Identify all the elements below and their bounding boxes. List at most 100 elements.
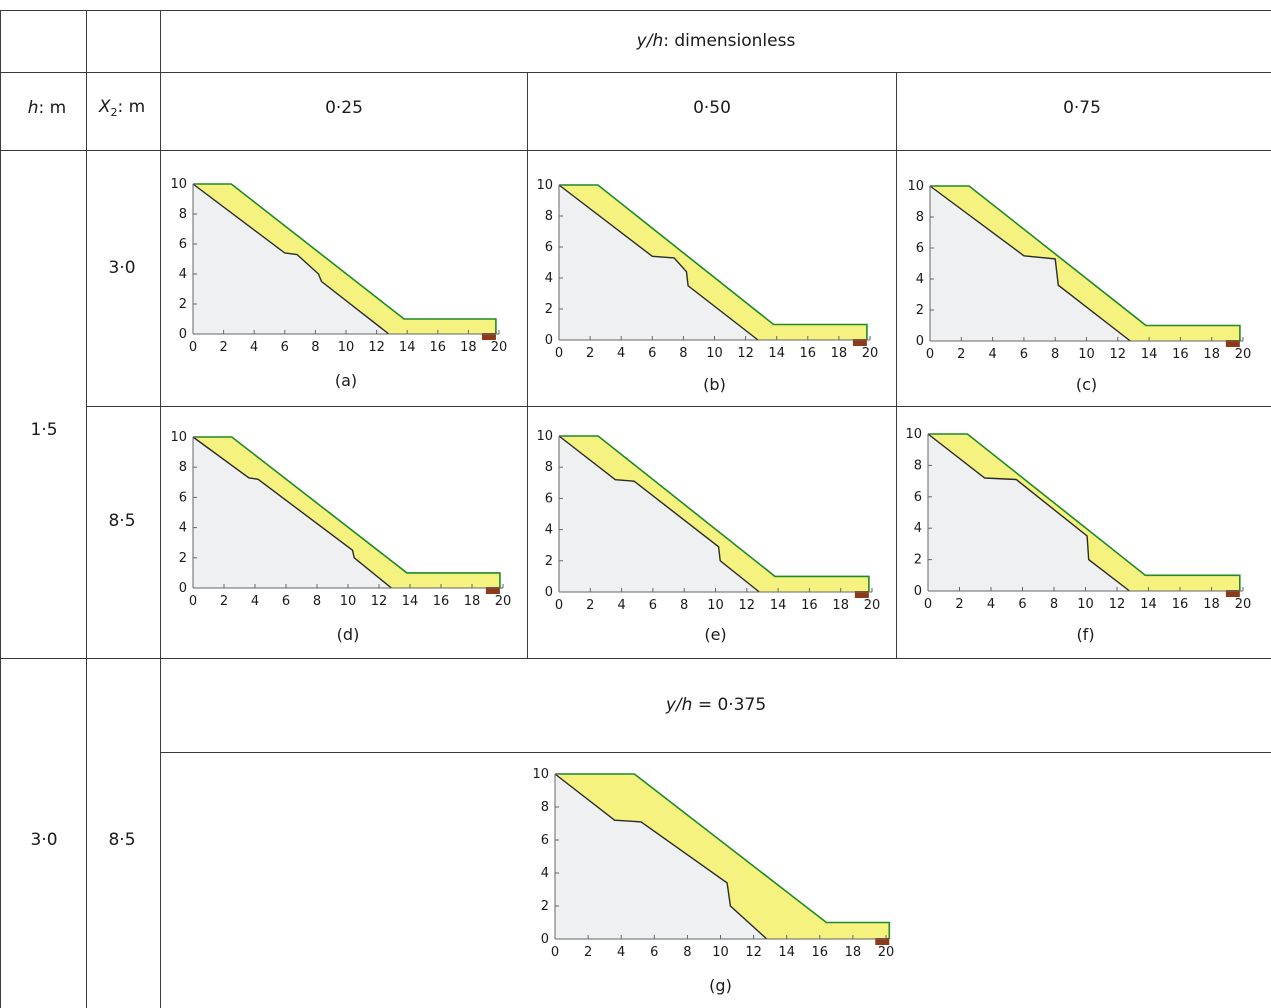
special-ratio-var: y/h <box>665 695 693 715</box>
header-divider <box>0 72 1271 73</box>
ratio-header: y/h: dimensionless <box>637 31 796 51</box>
h-header: h: m <box>28 98 66 118</box>
y-tick-label: 4 <box>916 272 924 287</box>
y-tick-label: 4 <box>179 521 187 536</box>
y-tick-label: 10 <box>532 767 549 782</box>
y-tick-label: 0 <box>545 585 553 600</box>
y-tick-label: 10 <box>907 179 924 194</box>
top-border <box>0 10 1271 11</box>
slope-body <box>930 186 1243 341</box>
y-tick-label: 6 <box>545 240 553 255</box>
y-tick-label: 6 <box>179 490 187 505</box>
y-tick-label: 0 <box>545 333 553 348</box>
x-tick-label: 18 <box>832 598 849 613</box>
final-surface-line <box>928 433 1241 591</box>
y-tick-label: 10 <box>170 430 187 445</box>
y-tick-label: 4 <box>545 523 553 538</box>
x-tick-label: 10 <box>706 346 723 361</box>
y-tick-label: 6 <box>179 237 187 252</box>
x-tick-label: 18 <box>464 594 481 609</box>
final-surface-line <box>193 436 501 588</box>
y-tick-label: 10 <box>536 429 553 444</box>
slope-body <box>193 184 499 334</box>
x-tick-label: 6 <box>282 594 290 609</box>
x-tick-label: 8 <box>313 594 321 609</box>
y-tick-label: 0 <box>914 584 922 599</box>
col-header-025: 0·25 <box>325 98 363 118</box>
x-tick-label: 2 <box>220 594 228 609</box>
displaced-soil-area <box>928 434 1240 591</box>
x-tick-label: 20 <box>864 598 881 613</box>
x-tick-label: 20 <box>1235 347 1252 362</box>
x-tick-label: 2 <box>219 340 227 355</box>
col-divider-x2 <box>160 10 161 1008</box>
y-tick-label: 6 <box>914 490 922 505</box>
x-tick-label: 18 <box>1203 597 1220 612</box>
y-tick-label: 2 <box>545 302 553 317</box>
y-tick-label: 6 <box>545 491 553 506</box>
h-header-var: h <box>27 98 39 118</box>
x-tick-label: 0 <box>189 594 197 609</box>
x-tick-label: 10 <box>338 340 355 355</box>
row-divider-1 <box>86 406 1271 407</box>
col-header-075: 0·75 <box>1063 98 1101 118</box>
toe-block <box>1225 590 1240 597</box>
y-tick-label: 0 <box>916 334 924 349</box>
x-tick-label: 4 <box>988 347 996 362</box>
x-tick-label: 8 <box>683 945 691 960</box>
toe-block <box>852 339 867 346</box>
chart-caption: (e) <box>704 625 726 644</box>
row-divider-2 <box>0 658 1271 659</box>
y-tick-label: 6 <box>916 241 924 256</box>
final-surface-line <box>555 773 891 939</box>
x-tick-label: 10 <box>340 594 357 609</box>
x-tick-label: 8 <box>679 346 687 361</box>
y-tick-label: 8 <box>914 458 922 473</box>
chart-caption: (c) <box>1076 375 1097 394</box>
x-tick-label: 14 <box>399 340 416 355</box>
x-tick-label: 6 <box>648 346 656 361</box>
row3-x2-value: 8·5 <box>108 830 136 850</box>
x-tick-label: 18 <box>831 346 848 361</box>
y-tick-label: 2 <box>914 553 922 568</box>
x-tick-label: 8 <box>311 340 319 355</box>
x-tick-label: 18 <box>460 340 477 355</box>
x-tick-label: 16 <box>430 340 447 355</box>
x-tick-label: 12 <box>739 598 756 613</box>
y-tick-label: 2 <box>545 554 553 569</box>
chart-caption: (b) <box>703 375 726 394</box>
ratio-header-suffix: : dimensionless <box>663 31 796 51</box>
original-surface-line <box>558 184 759 341</box>
y-tick-label: 8 <box>179 207 187 222</box>
final-surface-line <box>193 183 497 334</box>
y-tick-label: 4 <box>545 271 553 286</box>
x2-header-var: X <box>98 96 111 117</box>
x-tick-label: 4 <box>987 597 995 612</box>
original-surface-line <box>558 435 760 593</box>
col-divider-050 <box>896 72 897 658</box>
y-tick-label: 2 <box>179 551 187 566</box>
x2-header: X2: m <box>99 97 145 119</box>
toe-block <box>481 333 496 340</box>
special-ratio-value: = 0·375 <box>692 695 767 715</box>
x-tick-label: 2 <box>584 945 592 960</box>
displaced-soil-area <box>559 185 867 340</box>
y-tick-label: 0 <box>179 327 187 342</box>
original-surface-line <box>554 773 768 940</box>
x-tick-label: 14 <box>770 598 787 613</box>
y-tick-label: 4 <box>914 521 922 536</box>
x-tick-label: 16 <box>1172 597 1189 612</box>
y-tick-label: 8 <box>545 209 553 224</box>
x-tick-label: 18 <box>845 945 862 960</box>
x-tick-label: 20 <box>491 340 508 355</box>
displaced-soil-area <box>193 437 500 588</box>
x2-header-unit: : m <box>117 96 146 117</box>
chart-caption: (d) <box>337 625 360 644</box>
x-tick-label: 0 <box>555 346 563 361</box>
special-label-divider <box>160 752 1271 753</box>
y-tick-label: 0 <box>179 581 187 596</box>
x-tick-label: 8 <box>680 598 688 613</box>
